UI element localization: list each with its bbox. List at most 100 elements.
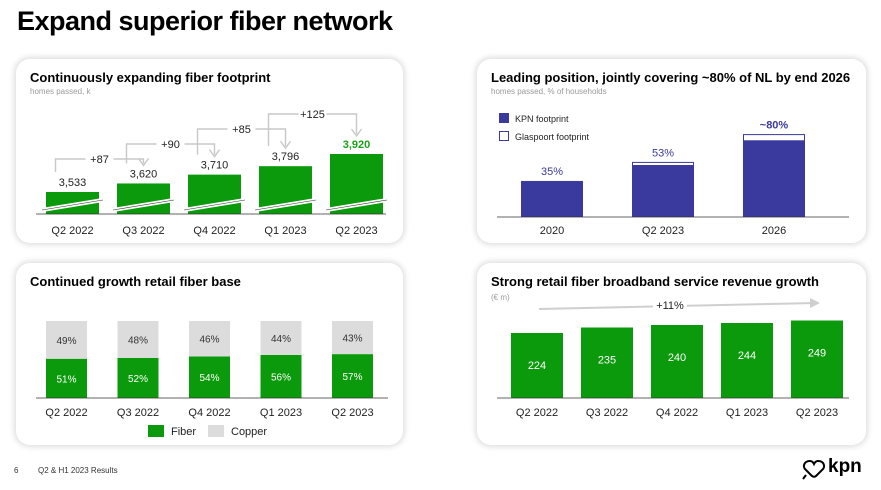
card-retail-fiber-base: Continued growth retail fiber base 51% 49… [16, 263, 403, 445]
bar-kpn [743, 140, 805, 217]
x-tick-label: Q1 2023 [260, 407, 302, 419]
bar-copper [46, 321, 87, 359]
data-label: 3,710 [201, 160, 229, 172]
x-tick-label: Q4 2022 [193, 225, 235, 237]
axis-break-line [254, 199, 317, 211]
increment-label: +125 [300, 109, 325, 121]
bar-glaspoort [743, 134, 805, 142]
data-label: 3,796 [272, 151, 300, 163]
legend-label: KPN footprint [515, 114, 569, 124]
x-tick-label: Q2 2023 [335, 225, 377, 237]
data-label: 43% [342, 334, 362, 345]
retail-fiber-base-chart: 51% 49% Q2 2022 52% 48% Q3 2022 54% 46% Q4 2022 5… [36, 321, 388, 438]
increment-label-bg [156, 136, 185, 150]
card-leading-position: Leading position, jointly covering ~80% … [477, 59, 866, 243]
data-label: 56% [271, 372, 291, 383]
bar-fiber [117, 357, 159, 398]
chart-title: Strong retail fiber broadband service re… [491, 274, 819, 289]
growth-label-bg [653, 298, 687, 312]
data-label: 235 [598, 355, 616, 367]
legend-swatch-glaspoort [499, 131, 509, 141]
bar-fiber [260, 354, 302, 398]
bar-copper [189, 321, 230, 357]
footer-text: Q2 & H1 2023 Results [38, 466, 118, 475]
x-tick-label: Q3 2022 [117, 407, 159, 419]
x-tick-label: Q2 2022 [516, 407, 558, 419]
axis-break-line [41, 199, 104, 211]
bar [791, 320, 843, 398]
bar-copper [117, 321, 159, 358]
page-number: 6 [14, 466, 19, 475]
chart-subtitle: (€ m) [491, 293, 510, 302]
bar-kpn [521, 180, 583, 217]
data-label: 51% [56, 374, 76, 385]
x-tick-label: Q4 2022 [656, 407, 698, 419]
increment-label-bg [227, 121, 256, 135]
card-fiber-footprint: Continuously expanding fiber footprint h… [16, 59, 403, 243]
legend-label: Fiber [171, 426, 196, 438]
increment-arrowhead [350, 128, 363, 138]
fiber-footprint-chart: 3,533 Q2 2022 3,620 Q3 2022 3,710 Q4 2022 3,79… [36, 106, 388, 237]
data-label: 3,620 [130, 168, 158, 180]
data-label: 57% [342, 372, 362, 383]
data-label: 249 [808, 348, 826, 360]
data-label: 53% [652, 147, 674, 159]
legend-swatch-fiber [148, 425, 164, 437]
increment-label: +87 [90, 154, 109, 166]
increment-label-bg [85, 151, 114, 165]
bar-glaspoort [632, 161, 694, 167]
legend-swatch-copper [208, 425, 224, 437]
data-label: 49% [56, 336, 76, 347]
bar-fiber [46, 358, 87, 398]
increment-arrowhead [279, 140, 292, 150]
data-label: 46% [199, 335, 219, 346]
x-tick-label: 2026 [762, 225, 786, 237]
kpn-logo-icon [802, 459, 826, 480]
bar [721, 323, 773, 398]
data-label: 240 [668, 352, 686, 364]
data-label: ~80% [760, 120, 789, 132]
legend-label: Copper [231, 426, 267, 438]
chart-title: Continued growth retail fiber base [30, 274, 241, 289]
x-tick-label: Q2 2023 [331, 407, 373, 419]
x-tick-label: Q3 2022 [586, 407, 628, 419]
x-tick-label: Q3 2022 [122, 225, 164, 237]
axis-break-line [325, 199, 388, 211]
legend-label: Glaspoort footprint [515, 132, 590, 142]
data-label: 3,920 [343, 139, 371, 151]
data-label: 54% [199, 373, 219, 384]
growth-arrowhead [810, 298, 820, 308]
bar-fiber [332, 354, 373, 398]
x-tick-label: 2020 [540, 225, 564, 237]
service-revenue-chart: 224 Q2 2022 235 Q3 2022 240 Q4 2022 244 Q1 2023… [497, 298, 849, 419]
card-service-revenue: Strong retail fiber broadband service re… [477, 263, 866, 445]
x-tick-label: Q4 2022 [188, 407, 230, 419]
x-tick-label: Q2 2023 [642, 225, 684, 237]
chart-subtitle: homes passed, k [30, 87, 91, 96]
x-tick-label: Q2 2023 [796, 407, 838, 419]
axis-break-line [112, 199, 175, 211]
data-label: 44% [271, 334, 291, 345]
increment-label-bg [298, 106, 327, 120]
bar [581, 327, 633, 398]
bar-fiber [189, 356, 230, 398]
legend-swatch-kpn [499, 113, 509, 123]
increment-arrowhead [208, 149, 221, 158]
bar-copper [260, 321, 302, 355]
x-tick-label: Q2 2022 [51, 225, 93, 237]
kpn-logo-text: kpn [828, 456, 862, 477]
increment-arrowhead [137, 158, 150, 167]
data-label: 244 [738, 350, 756, 362]
increment-label: +85 [232, 124, 251, 136]
x-tick-label: Q2 2022 [45, 407, 87, 419]
data-label: 35% [541, 166, 563, 178]
page-title: Expand superior fiber network [17, 6, 393, 36]
increment-label: +90 [161, 139, 180, 151]
chart-title: Leading position, jointly covering ~80% … [491, 70, 851, 85]
bar-copper [332, 321, 373, 355]
data-label: 224 [528, 360, 546, 372]
data-label: 3,533 [59, 177, 87, 189]
x-tick-label: Q1 2023 [726, 407, 768, 419]
axis-break-line [183, 199, 246, 211]
chart-subtitle: homes passed, % of households [491, 87, 607, 96]
